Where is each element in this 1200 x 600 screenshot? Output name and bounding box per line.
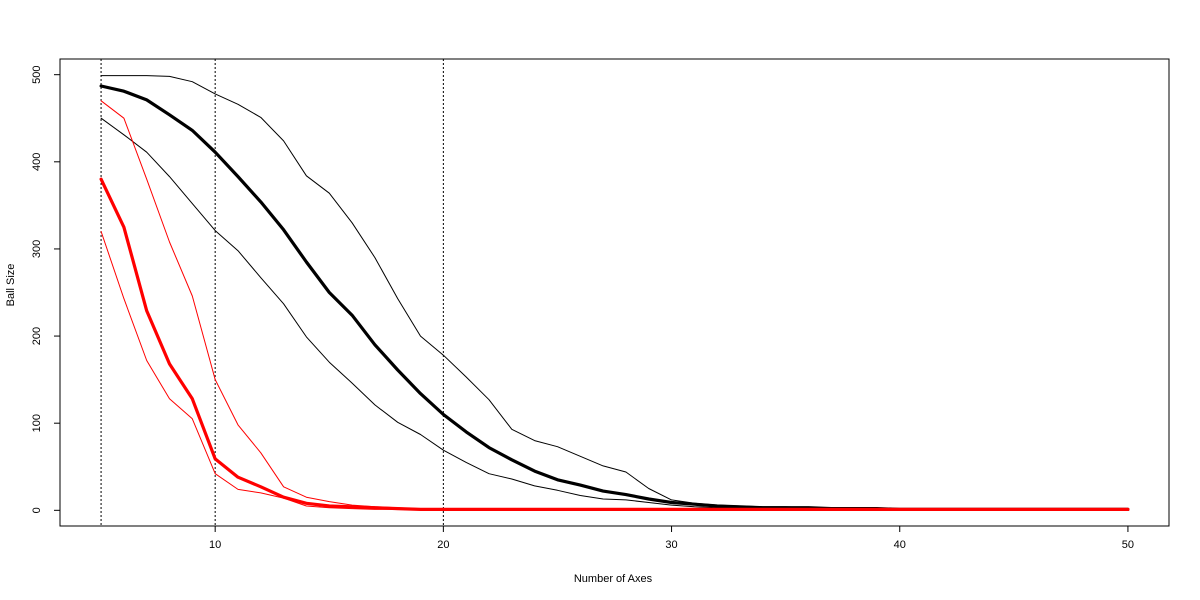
y-tick-label: 500 <box>31 66 43 84</box>
series-line <box>99 177 1130 511</box>
x-axis: 10 20 30 40 50 <box>209 525 1134 551</box>
y-tick-label: 200 <box>31 327 43 345</box>
y-axis-title: Ball Size <box>5 264 17 307</box>
y-tick-label: 400 <box>31 153 43 171</box>
series-lines <box>99 75 1130 511</box>
series-line <box>100 231 1129 510</box>
x-axis-title: Number of Axes <box>574 573 653 585</box>
x-tick-label: 10 <box>209 539 221 551</box>
x-tick-label: 40 <box>894 539 906 551</box>
y-tick-label: 0 <box>31 507 43 513</box>
series-line <box>100 100 1129 510</box>
x-tick-label: 50 <box>1122 539 1134 551</box>
series-line <box>100 117 1129 510</box>
series-line <box>100 75 1129 510</box>
x-tick-label: 20 <box>437 539 449 551</box>
plot-frame <box>59 58 1170 527</box>
y-tick-label: 100 <box>31 414 43 432</box>
y-tick-label: 300 <box>31 240 43 258</box>
x-tick-label: 30 <box>665 539 677 551</box>
reference-lines <box>100 59 444 526</box>
y-axis: 0 100 200 300 400 500 <box>31 66 61 513</box>
